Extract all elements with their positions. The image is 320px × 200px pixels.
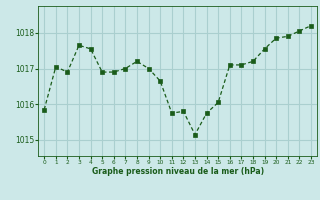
X-axis label: Graphe pression niveau de la mer (hPa): Graphe pression niveau de la mer (hPa)	[92, 167, 264, 176]
